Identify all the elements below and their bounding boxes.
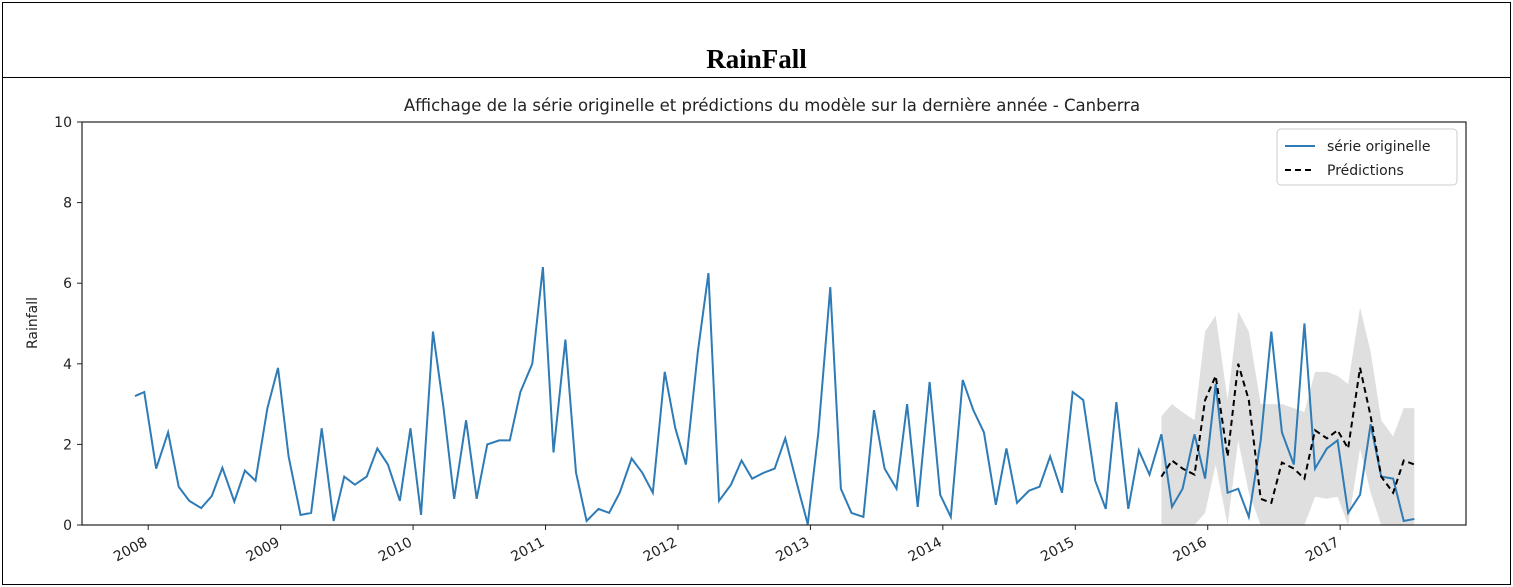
x-tick-label: 2015 bbox=[1038, 534, 1077, 565]
y-tick-label: 6 bbox=[63, 276, 72, 292]
y-tick-label: 0 bbox=[63, 518, 72, 534]
x-tick-label: 2014 bbox=[906, 534, 945, 565]
y-axis-label: Rainfall bbox=[25, 297, 41, 349]
table-title: RainFall bbox=[706, 44, 807, 74]
legend: série originelle Prédictions bbox=[1276, 128, 1458, 186]
plot-frame bbox=[81, 121, 1467, 526]
table-header-cell bbox=[2, 2, 1511, 78]
y-tick-label: 8 bbox=[63, 196, 72, 212]
legend-box bbox=[1276, 128, 1458, 186]
y-tick-label: 2 bbox=[63, 437, 72, 453]
x-tick-label: 2013 bbox=[773, 534, 812, 565]
legend-label-original: série originelle bbox=[1327, 139, 1430, 155]
x-tick-label: 2017 bbox=[1303, 534, 1342, 565]
confidence-band bbox=[1161, 307, 1415, 525]
x-tick-label: 2016 bbox=[1171, 534, 1210, 565]
y-tick-label: 4 bbox=[63, 357, 72, 373]
x-tick-label: 2012 bbox=[641, 534, 680, 565]
chart-title: Affichage de la série originelle et préd… bbox=[404, 96, 1140, 115]
legend-label-predictions: Prédictions bbox=[1327, 163, 1404, 179]
x-tick-label: 2011 bbox=[508, 534, 547, 565]
plot-area: 0 2 4 6 8 10 2008 2009 2010 2011 2012 2013 2014 2015 2… bbox=[54, 115, 1467, 565]
x-tick-label: 2010 bbox=[376, 534, 415, 565]
series-line-original bbox=[134, 266, 1415, 525]
x-tick-label: 2009 bbox=[244, 534, 283, 565]
x-tick-label: 2008 bbox=[111, 534, 150, 565]
series-line-predictions bbox=[1160, 363, 1415, 505]
y-tick-label: 10 bbox=[54, 115, 72, 131]
